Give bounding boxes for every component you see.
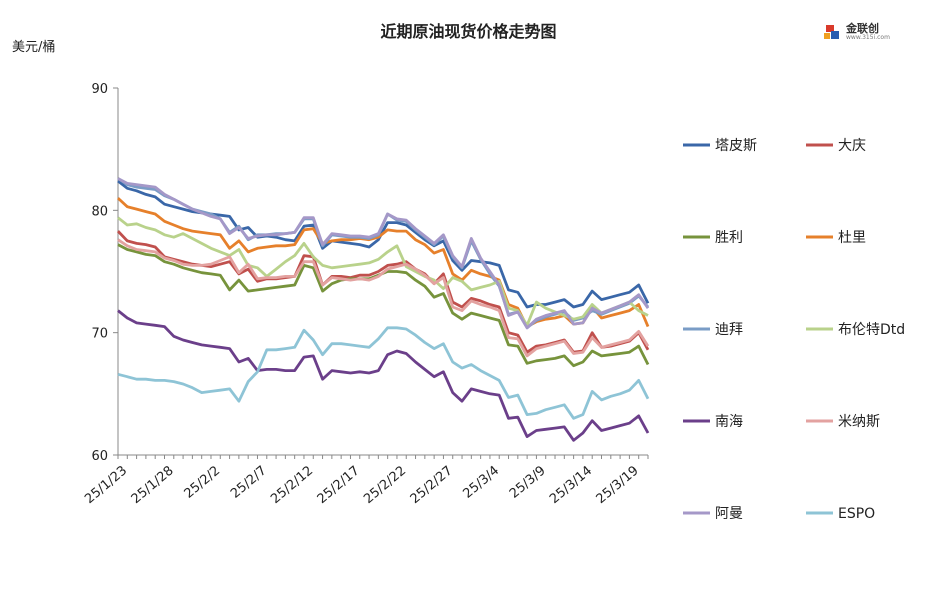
x-tick-label: 25/1/23 (82, 463, 130, 507)
brand-logo: 金联创 www.315i.com (822, 20, 922, 46)
logo-name: 金联创 (846, 22, 879, 35)
y-tick-label: 60 (91, 449, 108, 464)
legend-label: ESPO (838, 506, 875, 522)
x-tick-label: 25/3/14 (547, 463, 595, 507)
x-tick-label: 25/3/4 (460, 463, 502, 501)
y-tick-label: 70 (91, 327, 108, 342)
x-tick-label: 25/2/12 (268, 463, 316, 507)
series-line-4 (117, 197, 650, 329)
legend-label: 塔皮斯 (715, 138, 757, 154)
legend-label: 南海 (715, 414, 743, 430)
x-tick-label: 25/2/22 (361, 463, 409, 507)
legend-label: 迪拜 (715, 322, 743, 338)
series-line-7 (117, 309, 650, 442)
y-tick-label: 90 (91, 82, 108, 97)
x-tick-label: 25/2/2 (182, 463, 224, 501)
series-line-8 (117, 238, 650, 358)
chart-title: 近期原油现货价格走势图 (380, 22, 557, 41)
series-line-5 (117, 177, 650, 330)
series-line-1 (117, 179, 650, 309)
x-tick-label: 25/1/28 (129, 463, 177, 507)
x-tick-label: 25/2/17 (315, 463, 363, 507)
x-tick-label: 25/2/27 (408, 463, 456, 507)
logo-icon (824, 25, 839, 39)
y-axis-unit-label: 美元/桶 (12, 40, 56, 55)
legend-label: 布伦特Dtd (838, 322, 905, 338)
legend-label: 杜里 (838, 230, 866, 246)
legend-label: 阿曼 (715, 506, 743, 522)
x-tick-label: 25/2/7 (228, 463, 270, 501)
series-line-9 (117, 177, 650, 330)
series-line-6 (117, 216, 649, 327)
x-tick-label: 25/3/19 (594, 463, 642, 507)
series-lines (116, 177, 650, 442)
legend-label: 大庆 (838, 138, 866, 154)
logo-url: www.315i.com (846, 34, 890, 41)
legend-label: 胜利 (715, 230, 743, 246)
x-tick-label: 25/3/9 (507, 463, 549, 501)
legend-label: 米纳斯 (838, 414, 880, 430)
y-tick-label: 80 (91, 204, 108, 219)
series-line-10 (117, 326, 650, 420)
